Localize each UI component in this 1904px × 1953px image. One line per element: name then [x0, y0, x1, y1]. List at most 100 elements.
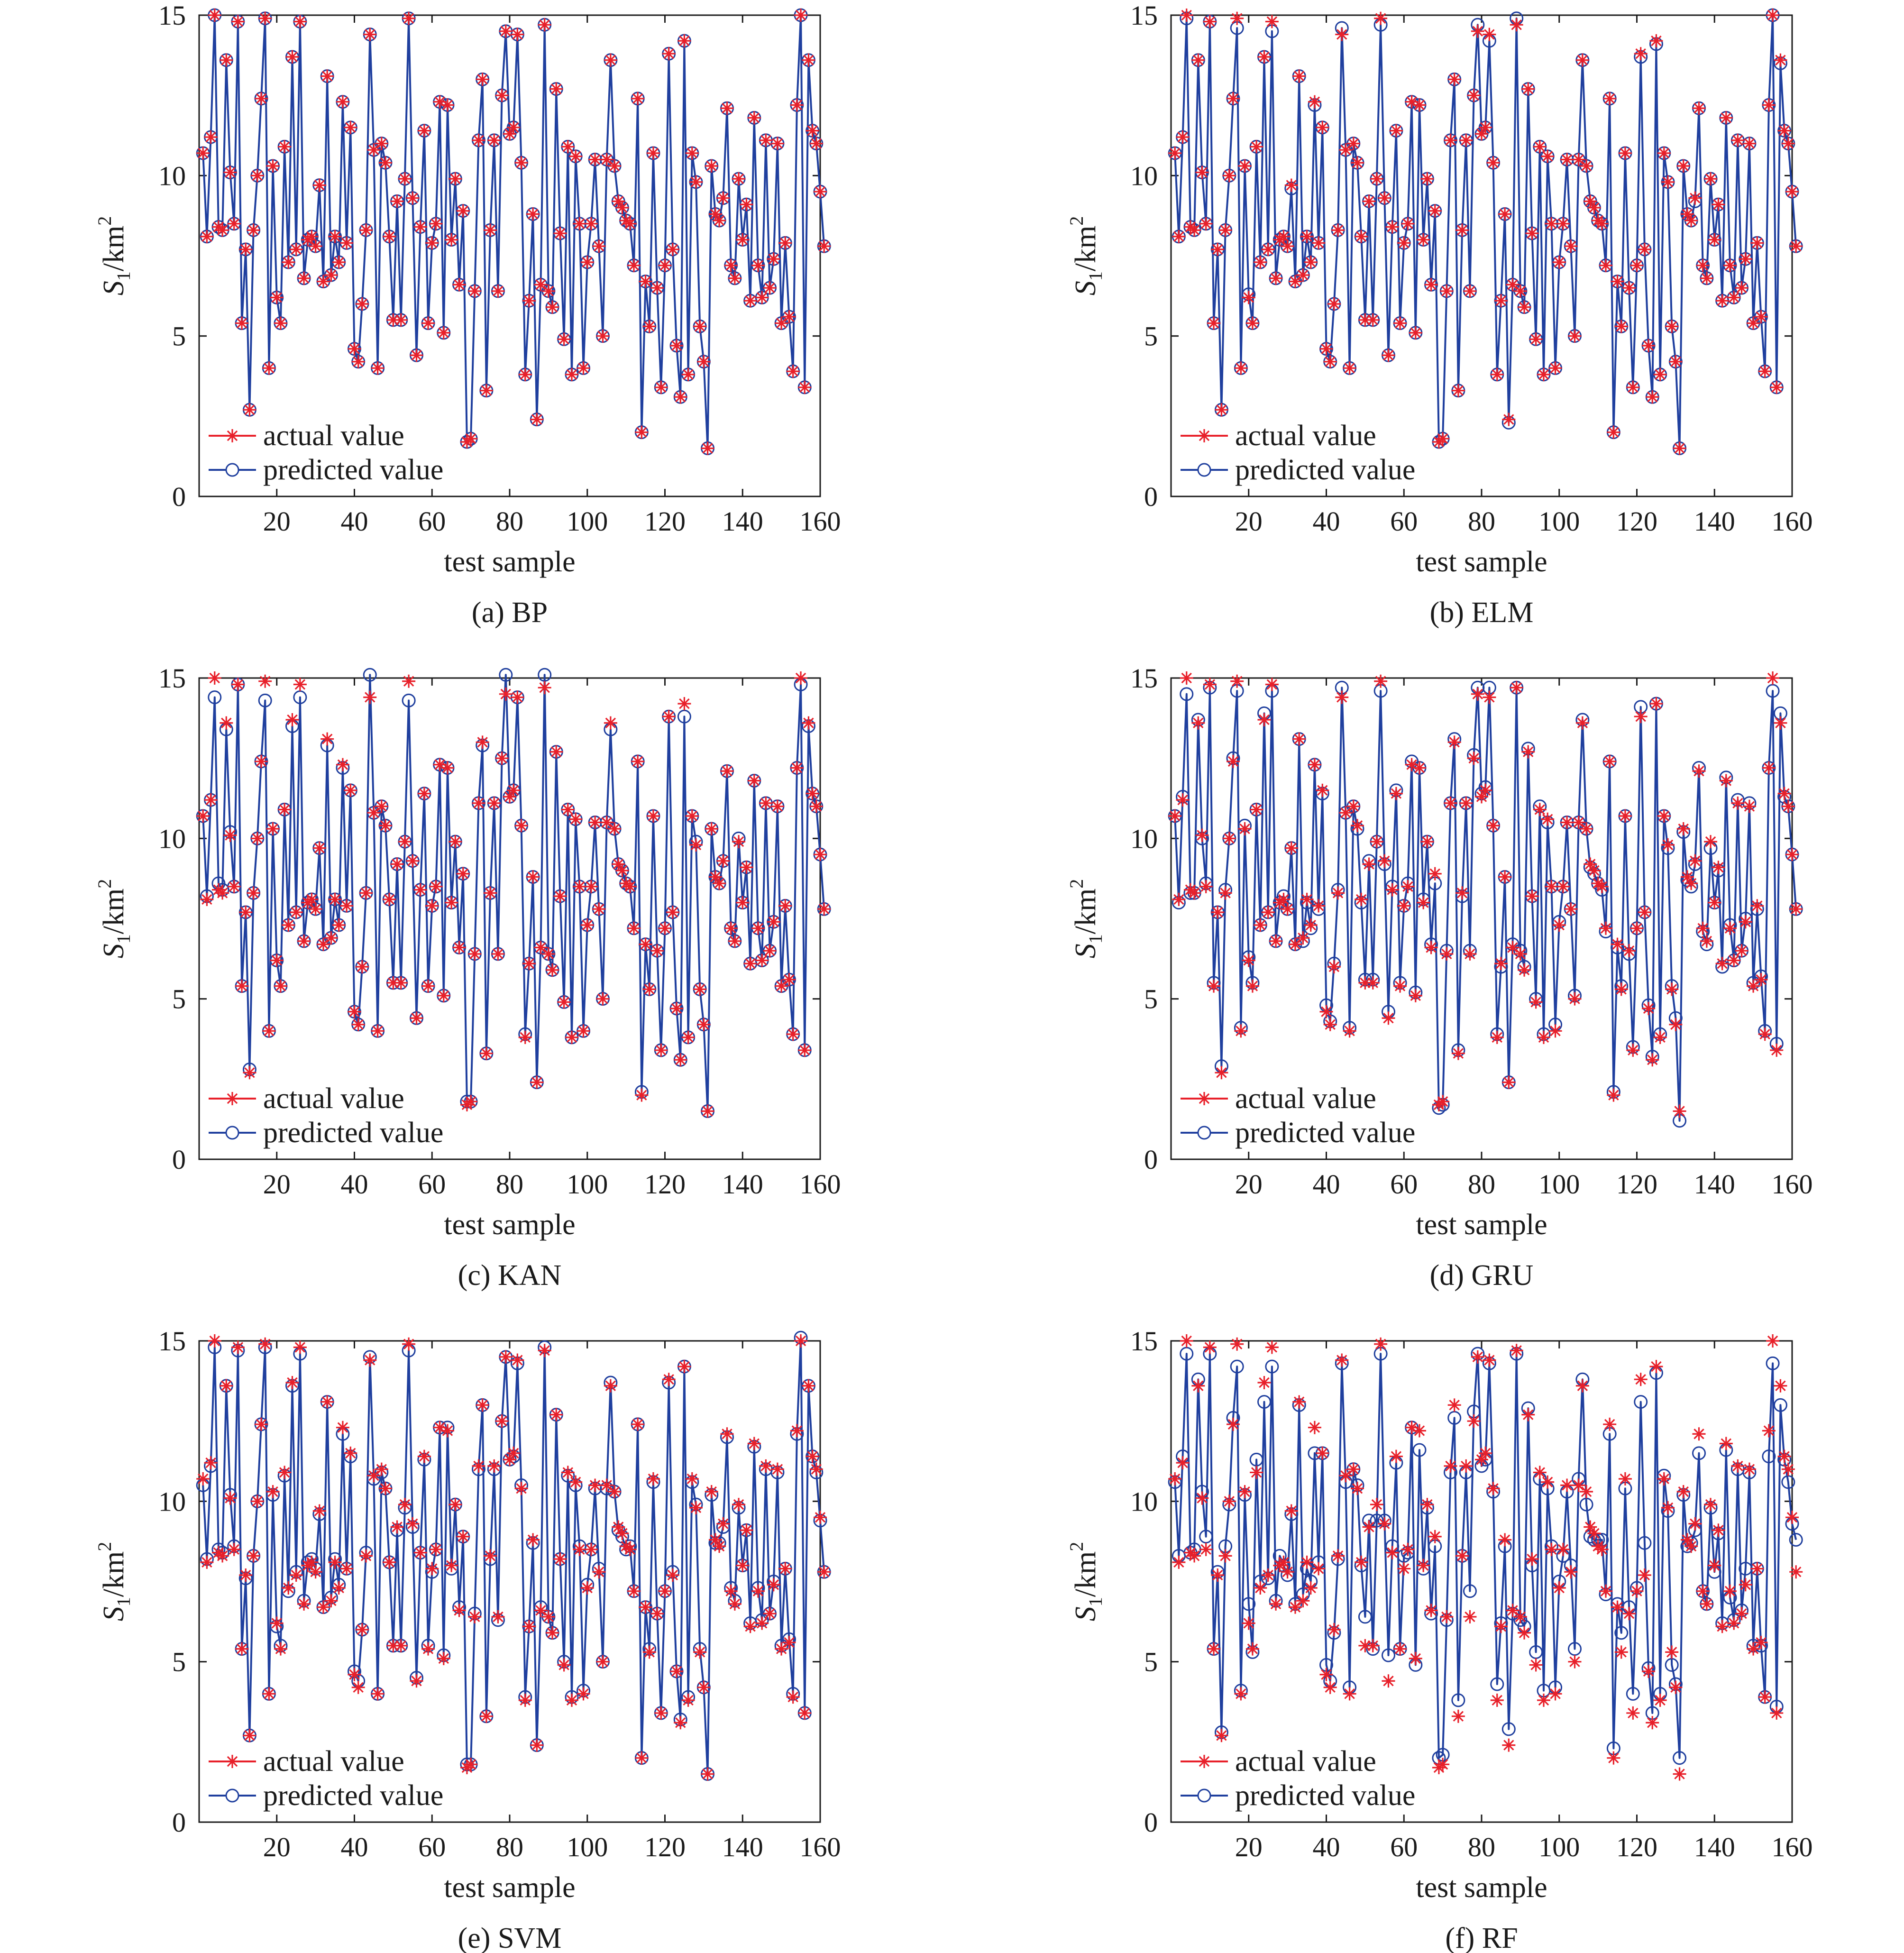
actual-point: [1587, 1527, 1601, 1540]
actual-point: [724, 258, 738, 272]
actual-point: [324, 931, 338, 945]
actual-point: [344, 120, 357, 134]
actual-point: [200, 1555, 214, 1569]
predicted-series-line: [1174, 1353, 1797, 1759]
y-tick-label: 10: [1130, 823, 1158, 854]
actual-point: [1580, 822, 1593, 836]
actual-point: [235, 979, 249, 993]
actual-point: [1199, 1542, 1213, 1556]
actual-point: [546, 300, 559, 314]
actual-point: [1218, 1549, 1232, 1563]
x-tick-label: 140: [1694, 1832, 1735, 1862]
actual-point: [1455, 223, 1469, 237]
actual-point: [394, 313, 408, 327]
actual-point: [1284, 1504, 1298, 1518]
actual-point: [231, 1340, 245, 1354]
actual-point: [1774, 716, 1787, 730]
actual-point: [666, 905, 679, 919]
actual-point: [332, 918, 346, 932]
actual-point: [398, 172, 412, 186]
actual-point: [1584, 857, 1597, 871]
actual-point: [413, 220, 427, 234]
actual-point: [464, 432, 478, 446]
actual-point: [600, 1478, 613, 1492]
actual-point: [1494, 1620, 1508, 1633]
actual-point: [1638, 242, 1651, 256]
actual-point: [363, 28, 377, 41]
actual-point: [522, 294, 536, 308]
actual-point: [317, 275, 330, 288]
x-tick-label: 120: [1616, 1169, 1657, 1200]
predicted-point: [1665, 1658, 1679, 1672]
actual-point: [1195, 1491, 1209, 1505]
actual-point: [328, 1555, 342, 1569]
y-axis-label: S1/km2: [94, 216, 134, 295]
y-tick-label: 5: [172, 984, 186, 1015]
actual-point: [1339, 806, 1353, 820]
actual-point: [1211, 1568, 1225, 1582]
actual-point: [526, 207, 540, 221]
actual-point: [468, 284, 482, 298]
actual-point: [1742, 137, 1756, 150]
predicted-point: [1242, 1597, 1256, 1611]
actual-point: [720, 1427, 734, 1441]
actual-point: [713, 1540, 726, 1553]
actual-point: [1351, 1482, 1364, 1495]
actual-point: [809, 137, 823, 150]
actual-point: [1327, 960, 1341, 973]
actual-point: [1642, 1001, 1656, 1015]
actual-point: [1401, 1542, 1415, 1556]
actual-point: [677, 34, 691, 48]
actual-point: [340, 1562, 354, 1576]
predicted-point: [258, 693, 272, 707]
actual-point: [658, 921, 672, 935]
actual-point: [1440, 947, 1454, 961]
actual-point: [1537, 1693, 1550, 1707]
actual-point: [751, 921, 765, 935]
actual-point: [499, 1350, 513, 1364]
y-tick-label: 5: [1144, 321, 1158, 352]
actual-point: [1789, 239, 1803, 253]
actual-point: [1518, 963, 1531, 977]
actual-point: [386, 976, 400, 990]
actual-point: [786, 1027, 800, 1041]
actual-point: [1378, 1517, 1391, 1531]
actual-point: [701, 1104, 714, 1118]
actual-point: [1518, 300, 1531, 314]
actual-point: [340, 236, 354, 250]
actual-point: [1339, 1469, 1353, 1483]
actual-point: [270, 1616, 284, 1630]
actual-point: [1238, 159, 1252, 173]
y-tick-label: 0: [1144, 481, 1158, 512]
y-axis-label: S1/km2: [1066, 216, 1106, 295]
actual-point: [1719, 1437, 1733, 1450]
actual-point: [1281, 902, 1294, 916]
actual-point: [1362, 857, 1376, 871]
actual-point: [1653, 1030, 1667, 1044]
actual-point: [1257, 50, 1271, 64]
actual-point: [747, 1437, 761, 1450]
actual-point: [363, 1353, 377, 1367]
x-tick-label: 20: [1235, 506, 1263, 537]
actual-point: [627, 921, 641, 935]
actual-point: [565, 1030, 578, 1044]
actual-point: [1168, 1472, 1182, 1485]
actual-point: [1222, 832, 1236, 845]
actual-point: [1770, 1043, 1784, 1057]
actual-point: [708, 207, 722, 221]
actual-point: [274, 1642, 287, 1656]
actual-point: [728, 934, 741, 948]
actual-point: [1680, 870, 1694, 884]
actual-point: [476, 735, 489, 749]
actual-point: [549, 745, 563, 759]
actual-point: [445, 1559, 458, 1572]
actual-point: [549, 82, 563, 96]
actual-point: [1250, 1466, 1263, 1479]
actual-point: [449, 835, 462, 849]
actual-point: [1731, 1459, 1745, 1473]
actual-point: [1370, 835, 1383, 849]
actual-point: [1447, 735, 1461, 749]
actual-point: [495, 752, 509, 765]
x-axis-label: test sample: [1416, 1209, 1547, 1241]
actual-point: [573, 1542, 586, 1556]
